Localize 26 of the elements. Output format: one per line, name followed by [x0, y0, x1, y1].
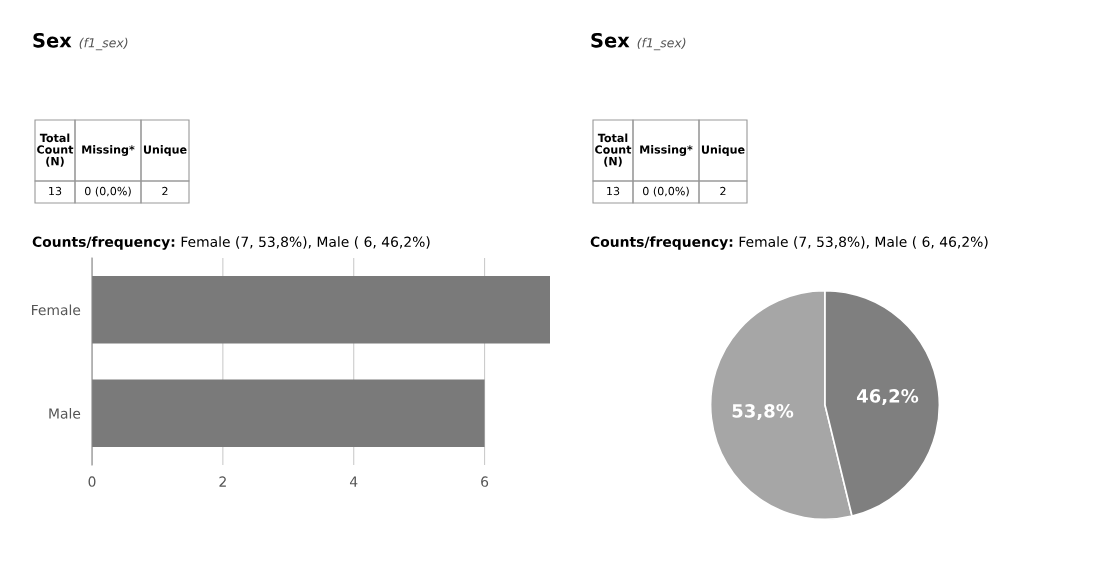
y-tick-label: Male — [49, 407, 81, 419]
chart-subtitle: (f1_sex) — [79, 37, 128, 51]
chart-title: Sex — [33, 32, 72, 48]
text: 2 — [720, 186, 726, 196]
text: Counts/frequency: Female (7, 53,8%), Male ( 6, 46,2%) — [590, 236, 988, 250]
data-label: 53,8% — [732, 404, 794, 421]
text: 2 — [162, 186, 168, 196]
chart-title: Sex — [591, 32, 630, 48]
text: Total Count (N) — [595, 133, 632, 167]
text: Missing* — [82, 145, 135, 156]
text: 13 — [49, 186, 62, 196]
x-tick-label: 6 — [481, 476, 489, 487]
text: Unique — [701, 145, 745, 156]
x-tick-label: 2 — [219, 476, 226, 487]
data-label: 46,2% — [856, 389, 919, 406]
text: 0 (0,0%) — [84, 186, 131, 197]
text: 0 (0,0%) — [642, 186, 689, 197]
text: 13 — [607, 186, 620, 196]
y-tick-label: Female — [32, 304, 81, 316]
text: Unique — [143, 145, 187, 156]
x-tick-label: 4 — [349, 476, 358, 487]
text: Counts/frequency: Female (7, 53,8%), Male ( 6, 46,2%) — [32, 236, 430, 250]
text: Missing* — [640, 145, 693, 156]
x-tick-label: 0 — [88, 476, 96, 487]
text: Total Count (N) — [37, 133, 74, 167]
chart-subtitle: (f1_sex) — [637, 37, 686, 51]
